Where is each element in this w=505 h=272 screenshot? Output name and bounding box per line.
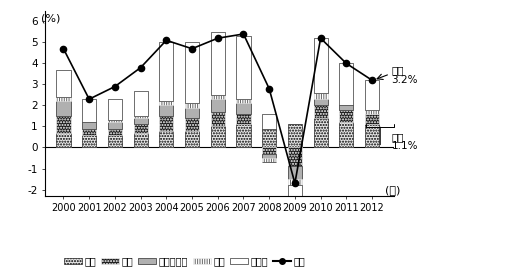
Text: 中国: 中国 [391,132,404,142]
世界 [240,32,246,36]
Bar [288,124,302,147]
Bar [133,118,147,124]
Bar [339,106,353,110]
Bar [185,131,199,147]
Bar [236,114,250,124]
世界 [266,87,272,90]
世界 [137,66,143,69]
Bar [314,38,328,93]
Bar [185,118,199,131]
Bar [159,131,173,147]
Bar [133,124,147,133]
世界 [292,182,298,185]
Bar [57,97,71,101]
Bar [82,99,96,122]
Bar [365,124,379,147]
Bar [365,110,379,114]
Bar [159,106,173,116]
世界 [61,47,67,50]
Bar [57,70,71,97]
世界 [189,47,195,50]
Line: 世界: 世界 [60,31,375,186]
Bar [133,133,147,147]
Bar [211,32,225,95]
Bar [108,135,122,147]
Bar [82,135,96,147]
世界 [86,98,92,101]
Bar [236,36,250,99]
Bar [288,179,302,185]
Bar [159,116,173,131]
Bar [339,122,353,147]
Text: 3.2%: 3.2% [391,75,418,85]
Bar [133,116,147,118]
Bar [159,101,173,106]
Bar [211,126,225,147]
Bar [108,129,122,135]
Bar [314,99,328,106]
Bar [185,42,199,103]
Bar [236,103,250,114]
世界 [369,79,375,82]
Bar [185,103,199,107]
Bar [262,114,276,129]
Bar [236,124,250,147]
Bar [288,185,302,198]
Bar [211,95,225,99]
Bar [262,158,276,162]
世界 [343,62,349,65]
Bar [108,120,122,122]
Bar [82,122,96,129]
Bar [82,129,96,135]
Bar [57,133,71,147]
Text: (年): (年) [385,185,400,195]
Bar [262,154,276,158]
Bar [262,147,276,154]
世界 [318,36,324,40]
Legend: 中国, 米国, ユーロ地域, 日本, その他, 世界: 中国, 米国, ユーロ地域, 日本, その他, 世界 [61,252,309,270]
Bar [339,110,353,122]
Bar [288,147,302,166]
Bar [314,118,328,147]
Text: 1.1%: 1.1% [391,141,418,150]
Bar [314,106,328,118]
Bar [57,101,71,116]
世界 [163,39,169,42]
Bar [288,166,302,179]
Bar [211,112,225,126]
Bar [236,99,250,103]
Bar [159,42,173,101]
Bar [57,116,71,133]
Text: (%): (%) [41,14,60,24]
Bar [365,80,379,110]
Bar [185,107,199,118]
Bar [262,129,276,147]
Bar [314,93,328,99]
Bar [108,122,122,129]
世界 [112,85,118,88]
世界 [215,36,221,40]
Bar [108,99,122,120]
Bar [211,99,225,112]
Bar [133,91,147,116]
Bar [365,114,379,124]
Text: 世界: 世界 [391,65,404,75]
Bar [339,63,353,106]
